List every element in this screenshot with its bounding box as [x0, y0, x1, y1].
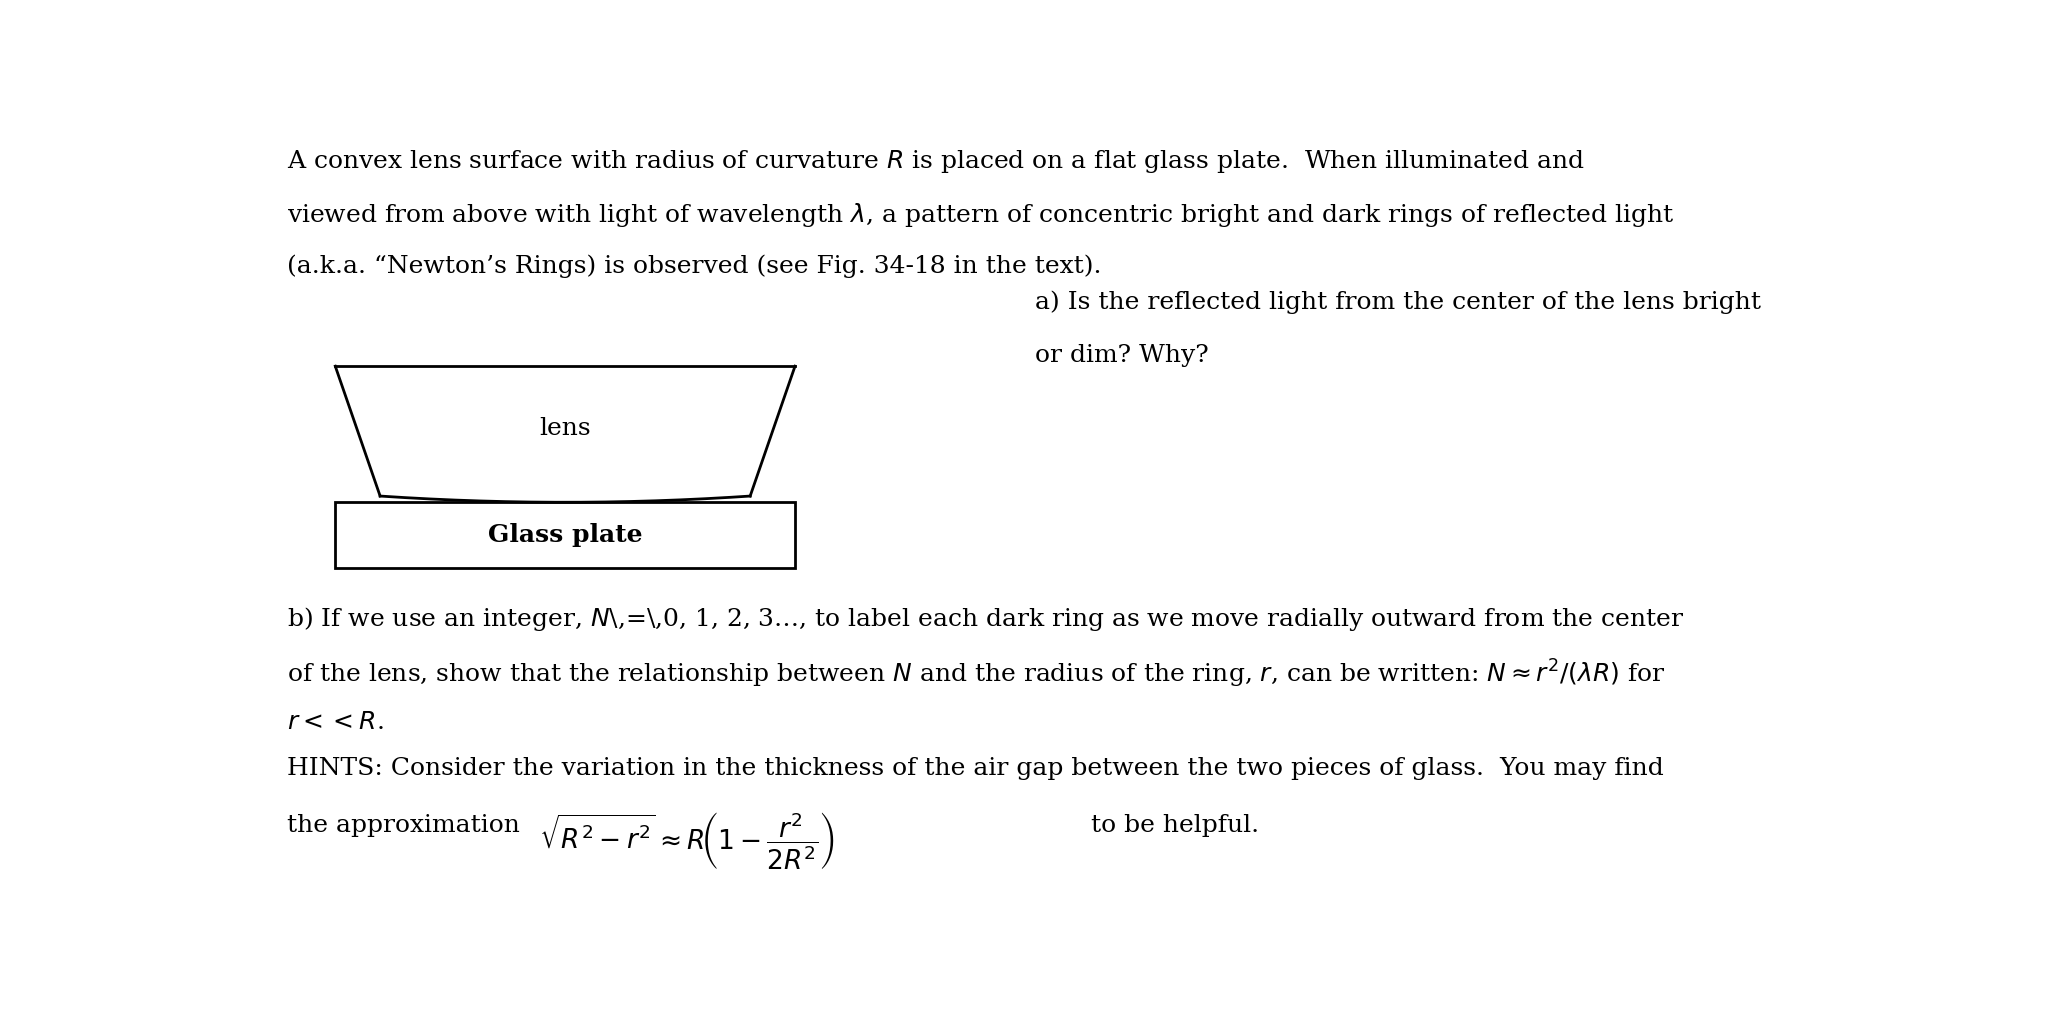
- Text: or dim? Why?: or dim? Why?: [1036, 343, 1209, 367]
- Text: (a.k.a. “Newton’s Rings) is observed (see Fig. 34-18 in the text).: (a.k.a. “Newton’s Rings) is observed (se…: [287, 255, 1102, 278]
- Text: Glass plate: Glass plate: [488, 523, 643, 547]
- Bar: [335, 502, 796, 569]
- Text: lens: lens: [539, 417, 591, 440]
- Text: of the lens, show that the relationship between $N$ and the radius of the ring, : of the lens, show that the relationship …: [287, 658, 1666, 690]
- Text: $\sqrt{R^2 - r^2} \approx R\!\left(1 - \dfrac{r^2}{2R^2}\right)$: $\sqrt{R^2 - r^2} \approx R\!\left(1 - \…: [539, 810, 835, 873]
- Text: HINTS: Consider the variation in the thickness of the air gap between the two pi: HINTS: Consider the variation in the thi…: [287, 758, 1664, 781]
- Text: a) Is the reflected light from the center of the lens bright: a) Is the reflected light from the cente…: [1036, 291, 1761, 314]
- Text: to be helpful.: to be helpful.: [1083, 814, 1259, 837]
- Text: A convex lens surface with radius of curvature $R$ is placed on a flat glass pla: A convex lens surface with radius of cur…: [287, 148, 1585, 176]
- Text: the approximation: the approximation: [287, 814, 527, 837]
- Text: viewed from above with light of wavelength $\lambda$, a pattern of concentric br: viewed from above with light of waveleng…: [287, 201, 1674, 229]
- Text: $r << R$.: $r << R$.: [287, 711, 384, 733]
- Text: b) If we use an integer, $N$\,=\,0, 1, 2, 3…, to label each dark ring as we move: b) If we use an integer, $N$\,=\,0, 1, 2…: [287, 605, 1685, 633]
